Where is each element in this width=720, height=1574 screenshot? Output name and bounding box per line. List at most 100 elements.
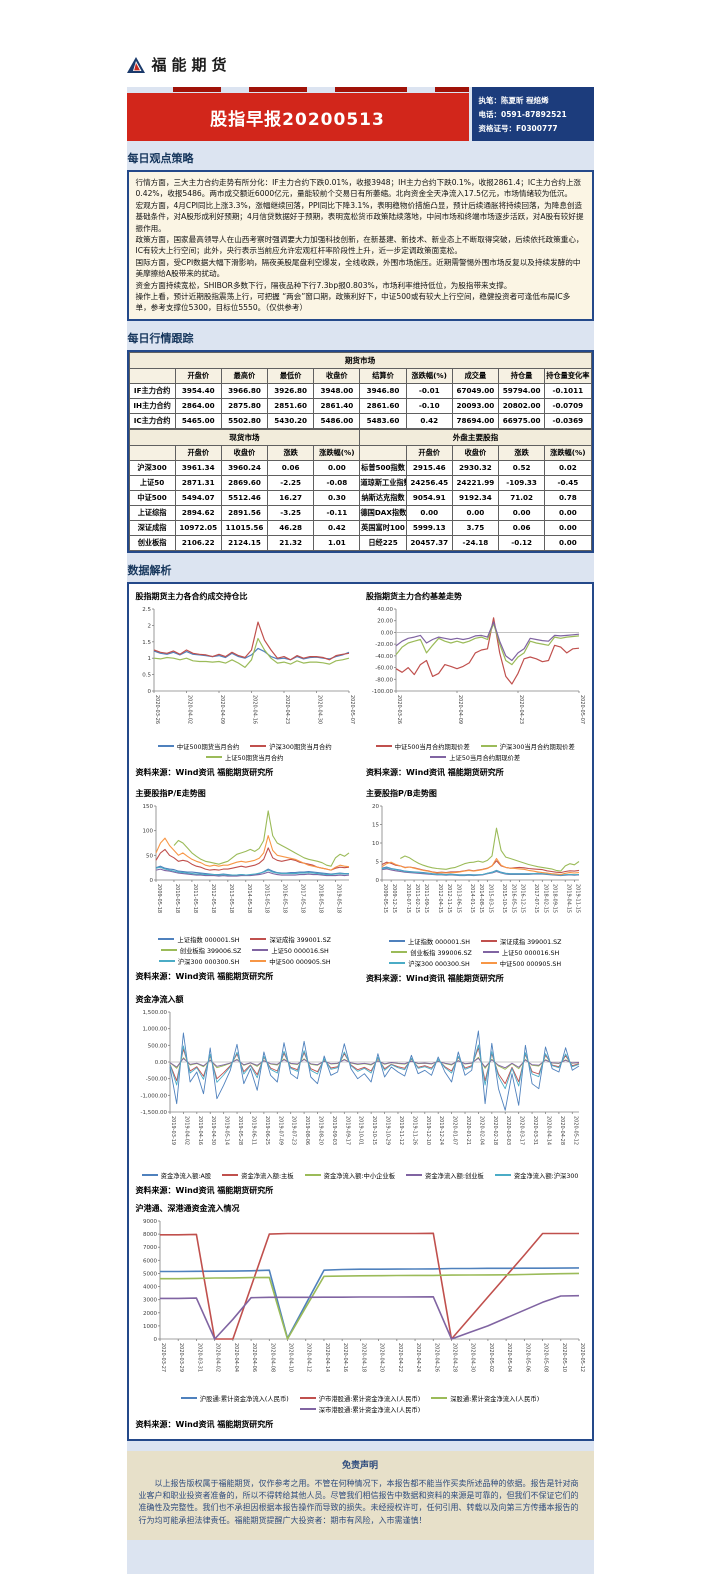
svg-text:2020-04-06: 2020-04-06 — [251, 1343, 257, 1372]
svg-text:0.00: 0.00 — [154, 1060, 167, 1066]
svg-text:20.00: 20.00 — [377, 618, 393, 624]
svg-text:2020-04-28: 2020-04-28 — [558, 1116, 564, 1145]
chart-canvas-1: 40.00 20.00 0.00 -20.00 -40.00 -60.00 -80.00 -1… — [372, 607, 585, 724]
chart-title: 资金净流入额 — [135, 994, 184, 1004]
strategy-paragraph: 行情方面，三大主力合约走势有所分化：IF主力合约下跌0.01%，收报3948；I… — [135, 178, 582, 199]
chart-title: 股指期货主力各合约成交持仓比 — [135, 591, 248, 601]
legend-item: 沪深300当月合约期现价差 — [480, 742, 575, 751]
svg-text:150: 150 — [142, 804, 153, 810]
source-note: 资料来源：Wind资讯 福能期货研究所 — [366, 973, 504, 983]
svg-text:2016-05-15: 2016-05-15 — [510, 884, 516, 913]
svg-text:2019-10-01: 2019-10-01 — [357, 1116, 363, 1145]
chart-legend: 上证指数 000001.SH 深证成指 399001.SZ 创业板指 399006.… — [136, 935, 355, 966]
banner-title-box: 股指早报20200513 — [126, 93, 469, 141]
source-note: 资料来源：Wind资讯 福能期货研究所 — [135, 1185, 274, 1195]
svg-text:2014-01-15: 2014-01-15 — [469, 884, 475, 913]
svg-text:2020-04-20: 2020-04-20 — [378, 1343, 384, 1372]
svg-text:-500.00: -500.00 — [145, 1076, 167, 1082]
chart-title: 主要股指P/E走势图 — [135, 788, 206, 798]
legend-item: 上证指数 000001.SH — [388, 937, 470, 946]
strategy-paragraph: 操作上看，预计近期股指震荡上行，可把握 “两会”窗口期，政策利好下，中证500或… — [135, 291, 571, 313]
svg-text:0.00: 0.00 — [381, 630, 394, 636]
svg-text:1,000.00: 1,000.00 — [142, 1026, 167, 1032]
svg-text:0.5: 0.5 — [142, 672, 151, 678]
svg-text:2012-05-18: 2012-05-18 — [209, 884, 215, 913]
chart-plot-area: 40.00 20.00 0.00 -20.00 -40.00 -60.00 -80.00 -1… — [366, 603, 585, 762]
svg-text:2020-04-16: 2020-04-16 — [342, 1343, 348, 1372]
svg-text:2018-09-15: 2018-09-15 — [552, 884, 558, 913]
svg-text:6000: 6000 — [143, 1258, 157, 1264]
svg-text:2019-09-17: 2019-09-17 — [344, 1116, 350, 1145]
svg-text:-1,500.00: -1,500.00 — [140, 1110, 167, 1116]
svg-text:20: 20 — [372, 804, 379, 810]
svg-text:2020-05-06: 2020-05-06 — [524, 1343, 530, 1372]
svg-text:2012-04-15: 2012-04-15 — [437, 884, 443, 913]
svg-text:-40.00: -40.00 — [375, 654, 393, 660]
svg-text:2013-06-15: 2013-06-15 — [455, 884, 461, 913]
legend-item: 创业板指 399006.SZ — [391, 948, 472, 957]
legend-item: 沪深300 000300.SH — [389, 959, 470, 968]
svg-text:2020-01-07: 2020-01-07 — [451, 1116, 457, 1145]
chart-legend: 沪股通:累计资金净流入(人民币) 沪市港股通:累计资金净流入(人民币) 深股通:累计… — [136, 1394, 585, 1414]
svg-text:2020-04-09: 2020-04-09 — [457, 695, 463, 724]
legend-item: 资金净流入额:主板 — [222, 1171, 294, 1180]
legend-item: 深证成指 399001.SZ — [480, 937, 562, 946]
section-title-strategy: 每日观点策略 — [127, 152, 194, 165]
svg-text:2018-02-15: 2018-02-15 — [542, 884, 548, 913]
svg-text:2020-04-10: 2020-04-10 — [287, 1343, 293, 1372]
svg-text:2020-04-08: 2020-04-08 — [269, 1343, 275, 1372]
svg-text:2017-05-18: 2017-05-18 — [299, 884, 305, 913]
svg-text:2020-03-26: 2020-03-26 — [396, 695, 402, 724]
svg-text:2020-04-22: 2020-04-22 — [396, 1343, 402, 1372]
table-row: 中证500 5494.07 5512.46 16.27 0.30 纳斯达克指数 9054.9… — [128, 489, 592, 506]
svg-text:-60.00: -60.00 — [375, 665, 393, 671]
svg-text:2019-03-19: 2019-03-19 — [170, 1116, 176, 1145]
legend-item: 资金净流入额:沪深300 — [494, 1171, 578, 1180]
chart-plot-area: 0 0.5 1 1.5 2 2.5 2020-03-26 2020-04-02 2020-04-… — [136, 603, 355, 762]
legend-item: 中证500 000905.SH — [480, 959, 561, 968]
svg-text:50: 50 — [146, 853, 153, 859]
svg-text:1000: 1000 — [143, 1324, 157, 1330]
phone-line: 电话：0591-87892521 — [478, 109, 567, 119]
svg-text:2020-05-10: 2020-05-10 — [560, 1343, 566, 1372]
chart-title: 沪港通、深港通资金流入情况 — [135, 1203, 240, 1213]
svg-text:9000: 9000 — [143, 1219, 157, 1225]
svg-text:2015-10-15: 2015-10-15 — [501, 884, 507, 913]
svg-text:100: 100 — [142, 828, 153, 834]
svg-text:2015-05-18: 2015-05-18 — [263, 884, 269, 913]
svg-text:2011-05-18: 2011-05-18 — [191, 884, 197, 913]
svg-text:2020-04-23: 2020-04-23 — [284, 695, 290, 724]
legend-item: 沪市港股通:累计资金净流入(人民币) — [299, 1394, 420, 1403]
svg-text:2019-10-29: 2019-10-29 — [384, 1116, 390, 1145]
svg-text:2020-04-23: 2020-04-23 — [518, 695, 524, 724]
chart-plot-area: 1,500.00 1,000.00 500.00 0.00 -500.00 -1,000.… — [136, 1006, 585, 1180]
strategy-panel: 行情方面，三大主力合约走势有所分化：IF主力合约下跌0.01%，收报3948；I… — [126, 170, 594, 321]
strategy-paragraph: 资金方面持续宽松，SHIBOR多数下行，隔夜品种下行7.3bp报0.803%，市… — [135, 280, 512, 290]
disclaimer: 免责声明 以上报告版权属于福能期货，仅作参考之用。不管在何种情况下，本报告都不能… — [126, 1450, 594, 1541]
source-note: 资料来源：Wind资讯 福能期货研究所 — [366, 767, 504, 777]
svg-text:2: 2 — [147, 623, 151, 629]
svg-text:2020-04-30: 2020-04-30 — [316, 695, 322, 724]
svg-text:2019-11-26: 2019-11-26 — [411, 1116, 417, 1145]
logo-triangle-icon — [126, 56, 145, 73]
svg-text:2019-07-09: 2019-07-09 — [277, 1116, 283, 1145]
svg-text:0: 0 — [149, 878, 153, 884]
svg-text:2019-08-20: 2019-08-20 — [317, 1116, 323, 1145]
svg-text:-80.00: -80.00 — [375, 677, 393, 683]
svg-text:2020-04-26: 2020-04-26 — [433, 1343, 439, 1372]
company-logo: 福能期货 — [126, 0, 594, 75]
svg-text:2020-03-31: 2020-03-31 — [532, 1116, 538, 1145]
svg-text:40.00: 40.00 — [377, 607, 393, 613]
svg-text:3000: 3000 — [143, 1297, 157, 1303]
svg-text:2019-12-10: 2019-12-10 — [424, 1116, 430, 1145]
svg-text:2020-03-27: 2020-03-27 — [160, 1343, 166, 1372]
table-row: 沪深300 3961.34 3960.24 0.06 0.00 标普500指数 2915.4… — [128, 459, 592, 476]
svg-text:2020-03-26: 2020-03-26 — [154, 695, 160, 724]
svg-text:2020-03-17: 2020-03-17 — [518, 1116, 524, 1145]
svg-text:2009-05-15: 2009-05-15 — [382, 884, 388, 913]
legend-item: 资金净流入额:中小企业板 — [304, 1171, 395, 1180]
chart-block-2: 主要股指P/E走势图 0 50 100 150 2009-05-18 2010-05-18 2… — [136, 788, 355, 982]
svg-text:2013-05-18: 2013-05-18 — [227, 884, 233, 913]
